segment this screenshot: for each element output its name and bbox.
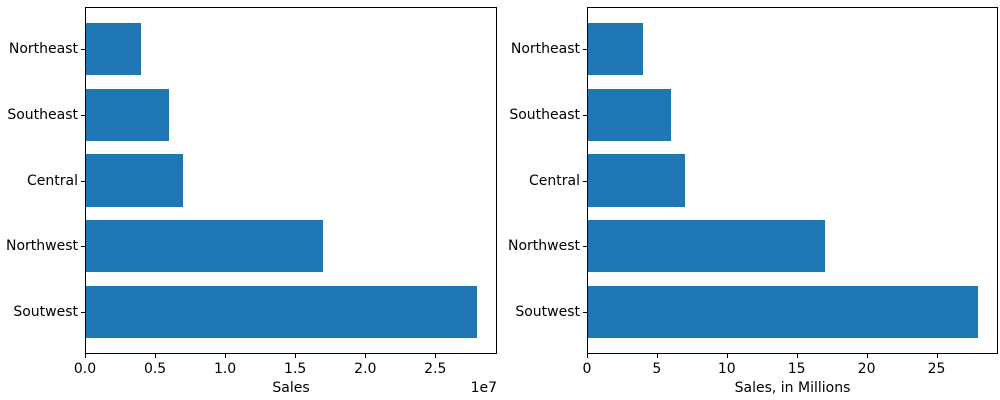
plot-area (85, 7, 497, 354)
x-tick-label: 2.5 (424, 361, 447, 377)
y-tick-label: Central (529, 172, 580, 189)
x-tick-mark (155, 354, 157, 358)
y-tick-label: Southeast (509, 106, 580, 123)
bar-northeast (587, 22, 643, 76)
x-tick-label: 2.0 (354, 361, 377, 377)
x-axis-label: Sales (272, 380, 310, 396)
y-tick-label: Northwest (5, 238, 78, 255)
y-tick-mark (583, 311, 587, 313)
bar-northwest (587, 219, 825, 273)
x-tick-label: 20 (857, 361, 876, 377)
bar-soutwest (85, 285, 478, 339)
bar-central (85, 154, 184, 207)
y-tick-label: Southeast (7, 106, 78, 123)
x-tick-mark (866, 354, 868, 358)
y-tick-label: Soutwest (13, 303, 78, 320)
y-tick-label: Soutwest (515, 303, 580, 320)
axis-offset-text: 1e7 (470, 380, 497, 396)
x-tick-label: 5 (652, 361, 662, 377)
y-tick-label: Northeast (8, 41, 78, 58)
x-tick-mark (587, 354, 588, 358)
bar-northwest (85, 219, 324, 273)
y-tick-mark (583, 49, 587, 51)
bar-southeast (587, 88, 671, 142)
plot-area (587, 7, 998, 354)
x-tick-label: 10 (717, 361, 736, 377)
x-tick-mark (726, 354, 728, 358)
x-tick-mark (796, 354, 798, 358)
x-tick-label: 1.0 (213, 361, 237, 377)
y-tick-mark (583, 246, 587, 248)
x-tick-label: 15 (787, 361, 806, 377)
x-tick-label: 0.5 (143, 361, 167, 377)
y-tick-mark (583, 180, 587, 182)
y-tick-mark (81, 49, 85, 51)
bar-northeast (85, 22, 142, 76)
bar-soutwest (587, 285, 979, 339)
bar-southeast (85, 88, 170, 142)
x-tick-mark (365, 354, 367, 358)
x-tick-mark (225, 354, 227, 358)
x-tick-mark (85, 354, 86, 358)
y-tick-mark (81, 311, 85, 313)
x-tick-label: 25 (927, 361, 946, 377)
x-tick-mark (656, 354, 658, 358)
y-tick-mark (81, 180, 85, 182)
x-tick-mark (295, 354, 297, 358)
x-tick-label: 0.0 (73, 361, 97, 377)
y-tick-label: Central (27, 172, 78, 189)
x-tick-mark (435, 354, 437, 358)
y-tick-mark (583, 114, 587, 116)
x-tick-label: 0 (582, 361, 592, 377)
bar-central (587, 154, 685, 207)
y-tick-label: Northeast (510, 41, 580, 58)
y-tick-mark (81, 114, 85, 116)
y-tick-mark (81, 246, 85, 248)
x-tick-mark (936, 354, 938, 358)
y-tick-label: Northwest (507, 238, 580, 255)
x-axis-label: Sales, in Millions (734, 380, 851, 396)
x-tick-label: 1.5 (284, 361, 307, 377)
